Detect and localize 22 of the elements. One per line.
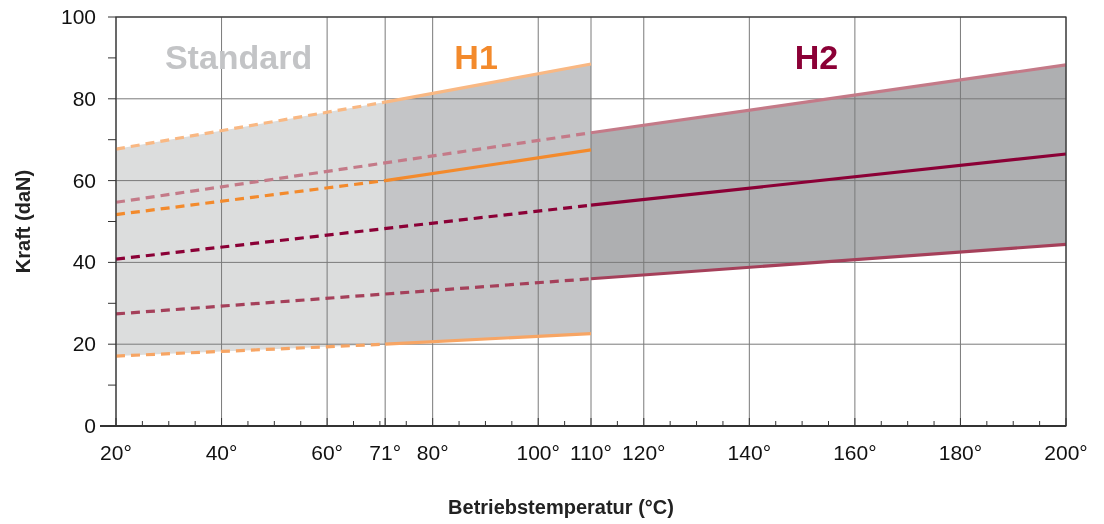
y-tick-label: 60 (72, 168, 96, 192)
y-axis-title: Kraft (daN) (12, 169, 34, 274)
y-tick-label: 0 (84, 414, 96, 437)
annotation: H1 (454, 38, 498, 76)
x-tick-label: 180° (938, 441, 983, 464)
x-axis-title: Betriebstemperatur (°C) (448, 496, 674, 518)
x-tick-label: 20° (100, 441, 132, 464)
y-tick-label: 20 (72, 332, 96, 356)
annotation: H2 (794, 38, 839, 76)
x-tick-label: 40° (205, 441, 238, 464)
y-tick-label: 80 (72, 86, 96, 110)
y-tick-label: 40 (72, 250, 96, 274)
x-tick-label: 60° (311, 441, 343, 464)
x-tick-label: 80° (416, 441, 449, 464)
x-tick-label: 160° (833, 441, 877, 464)
x-tick-label: 200° (1044, 441, 1088, 464)
y-tick-label: 100 (60, 5, 96, 28)
x-tick-label: 120° (622, 441, 666, 464)
x-tick-label: 71° (369, 441, 402, 464)
x-tick-label: 100° (516, 441, 560, 464)
x-tick-label: 140° (727, 441, 772, 464)
x-tick-label: 110° (570, 441, 612, 464)
